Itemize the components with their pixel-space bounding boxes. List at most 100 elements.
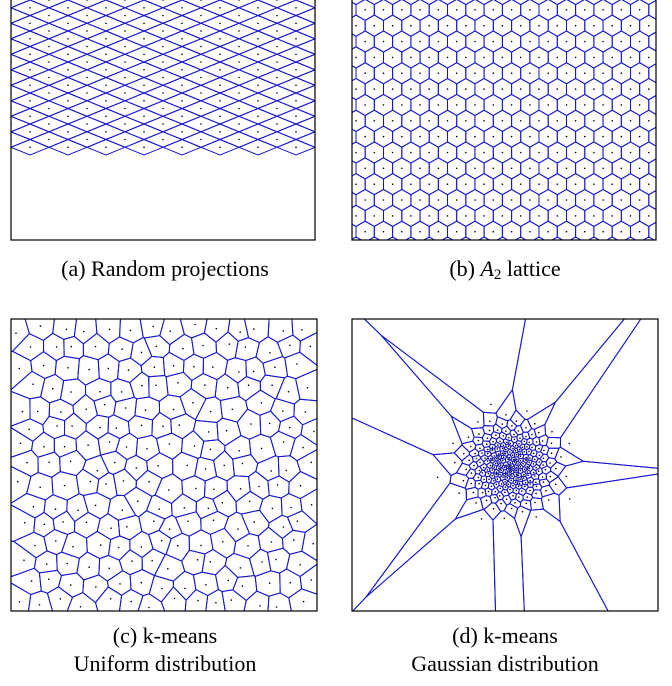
centroid-dot (162, 76, 164, 79)
centroid-dot (535, 485, 538, 488)
centroid-dot (124, 138, 126, 141)
centroid-dot (419, 199, 421, 201)
voronoi-cell (11, 582, 32, 611)
centroid-dot (23, 521, 26, 524)
voronoi-cell (248, 433, 277, 465)
centroid-dot (535, 441, 538, 443)
centroid-dot (474, 167, 476, 170)
centroid-dot (29, 7, 31, 9)
centroid-dot (276, 107, 278, 110)
centroid-dot (509, 488, 511, 491)
centroid-dot (489, 464, 492, 467)
centroid-dot (514, 481, 517, 483)
centroid-dot (520, 490, 523, 492)
centroid-dot (514, 445, 517, 447)
centroid-dot (505, 498, 508, 501)
centroid-dot (481, 472, 484, 474)
centroid-dot (295, 146, 297, 149)
centroid-dot (288, 426, 291, 429)
centroid-dot (219, 53, 221, 56)
centroid-dot (401, 230, 403, 233)
centroid-dot (296, 363, 298, 365)
centroid-dot (529, 230, 531, 233)
centroid-dot (67, 367, 69, 369)
centroid-dot (526, 465, 529, 468)
centroid-dot (209, 561, 212, 563)
centroid-dot (455, 230, 458, 233)
centroid-dot (501, 24, 504, 27)
centroid-dot (479, 461, 481, 464)
centroid-dot (18, 601, 21, 603)
hexagon-cell (658, 47, 660, 68)
voronoi-cell (112, 468, 137, 497)
centroid-dot (593, 120, 595, 122)
centroid-dot (501, 459, 504, 462)
centroid-dot (252, 370, 255, 373)
centroid-dot (115, 427, 118, 429)
centroid-dot (521, 511, 524, 513)
centroid-dot (501, 423, 503, 425)
voronoi-cell (123, 486, 153, 518)
voronoi-cell (526, 400, 557, 430)
centroid-dot (537, 470, 540, 472)
centroid-dot (446, 215, 449, 217)
voronoi-cell (557, 460, 658, 489)
centroid-dot (529, 40, 531, 43)
centroid-dot (219, 7, 221, 9)
centroid-dot (419, 40, 421, 43)
voronoi-cell (42, 415, 66, 440)
centroid-dot (474, 40, 476, 43)
centroid-dot (48, 92, 50, 94)
voronoi-cell (279, 568, 303, 599)
centroid-dot (419, 230, 421, 233)
centroid-dot (148, 480, 150, 483)
voronoi-cell (107, 336, 134, 363)
centroid-dot (593, 151, 595, 154)
centroid-dot (86, 61, 88, 63)
centroid-dot (162, 107, 164, 110)
centroid-dot (529, 9, 531, 11)
centroid-dot (299, 564, 302, 566)
centroid-dot (276, 61, 278, 63)
centroid-dot (523, 468, 526, 471)
centroid-dot (162, 123, 164, 125)
voronoi-cell (243, 590, 270, 611)
centroid-dot (32, 505, 35, 508)
centroid-dot (526, 471, 529, 473)
centroid-dot (488, 429, 491, 432)
centroid-dot (473, 464, 475, 467)
centroid-dot (455, 199, 458, 201)
voronoi-cell (95, 319, 121, 345)
centroid-dot (401, 199, 403, 201)
centroid-dot (437, 104, 440, 106)
centroid-dot (512, 458, 515, 461)
centroid-dot (276, 45, 278, 48)
centroid-dot (544, 468, 547, 471)
centroid-dot (428, 56, 430, 59)
centroid-dot (257, 22, 259, 25)
centroid-dot (162, 138, 164, 141)
centroid-dot (504, 481, 506, 483)
rhombus-cell (294, 131, 315, 148)
centroid-dot (511, 425, 513, 427)
centroid-dot (110, 527, 112, 529)
centroid-dot (518, 496, 520, 498)
centroid-dot (261, 561, 263, 563)
caption-a-text: (a) Random projections (61, 256, 269, 281)
centroid-dot (551, 430, 553, 433)
voronoi-cell (559, 319, 658, 469)
centroid-dot (512, 484, 514, 487)
centroid-dot (282, 410, 284, 412)
centroid-dot (127, 369, 130, 371)
voronoi-cell (53, 434, 78, 458)
centroid-dot (135, 467, 138, 469)
centroid-dot (176, 544, 179, 547)
rhombus-cell (66, 0, 108, 9)
centroid-dot (200, 14, 202, 17)
centroid-dot (295, 69, 297, 71)
centroid-dot (29, 346, 32, 348)
voronoi-cell (130, 337, 153, 367)
centroid-dot (364, 135, 366, 138)
centroid-dot (525, 427, 527, 429)
centroid-dot (18, 367, 21, 370)
